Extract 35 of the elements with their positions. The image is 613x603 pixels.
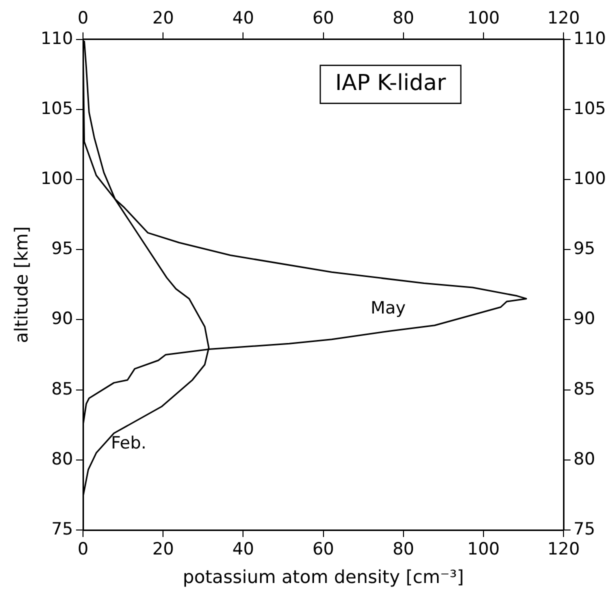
y-tick-label: 110 bbox=[40, 28, 74, 49]
annotation: Feb. bbox=[110, 434, 146, 454]
x-axis-title: potassium atom density [cm⁻³] bbox=[182, 566, 464, 588]
y-tick-label: 80 bbox=[51, 449, 74, 470]
x-tick-label: 120 bbox=[547, 540, 580, 560]
x2-tick-label: 120 bbox=[547, 8, 580, 29]
y2-tick-label: 110 bbox=[574, 28, 606, 49]
y-tick-label: 85 bbox=[51, 379, 74, 400]
y2-tick-label: 90 bbox=[574, 309, 596, 330]
x-tick-label: 40 bbox=[232, 540, 254, 560]
y-tick-label: 75 bbox=[51, 519, 74, 540]
x-tick-label: 0 bbox=[78, 540, 88, 560]
text: IAP K-lidar bbox=[335, 71, 447, 96]
x-tick-label: 100 bbox=[467, 540, 500, 560]
y2-tick-label: 95 bbox=[574, 239, 596, 260]
y-axis-title: altitude [km] bbox=[11, 226, 32, 344]
x-tick-label: 60 bbox=[312, 540, 334, 560]
y-tick-label: 105 bbox=[40, 98, 74, 119]
annotation: May bbox=[370, 298, 406, 319]
x2-tick-label: 0 bbox=[78, 8, 88, 29]
y-tick-label: 100 bbox=[40, 168, 74, 189]
x2-tick-label: 60 bbox=[312, 8, 334, 29]
y2-tick-label: 105 bbox=[574, 98, 606, 119]
x2-tick-label: 100 bbox=[467, 8, 500, 29]
x2-tick-label: 80 bbox=[392, 8, 414, 29]
y2-tick-label: 80 bbox=[574, 449, 596, 470]
y-tick-label: 95 bbox=[51, 239, 74, 260]
y2-tick-label: 85 bbox=[574, 379, 596, 400]
x2-tick-label: 40 bbox=[232, 8, 254, 29]
y2-tick-label: 100 bbox=[574, 168, 606, 189]
x-tick-label: 20 bbox=[152, 540, 174, 560]
y-tick-label: 90 bbox=[51, 309, 74, 330]
y2-tick-label: 75 bbox=[574, 519, 596, 540]
x2-tick-label: 20 bbox=[152, 8, 174, 29]
x-tick-label: 80 bbox=[392, 540, 414, 560]
